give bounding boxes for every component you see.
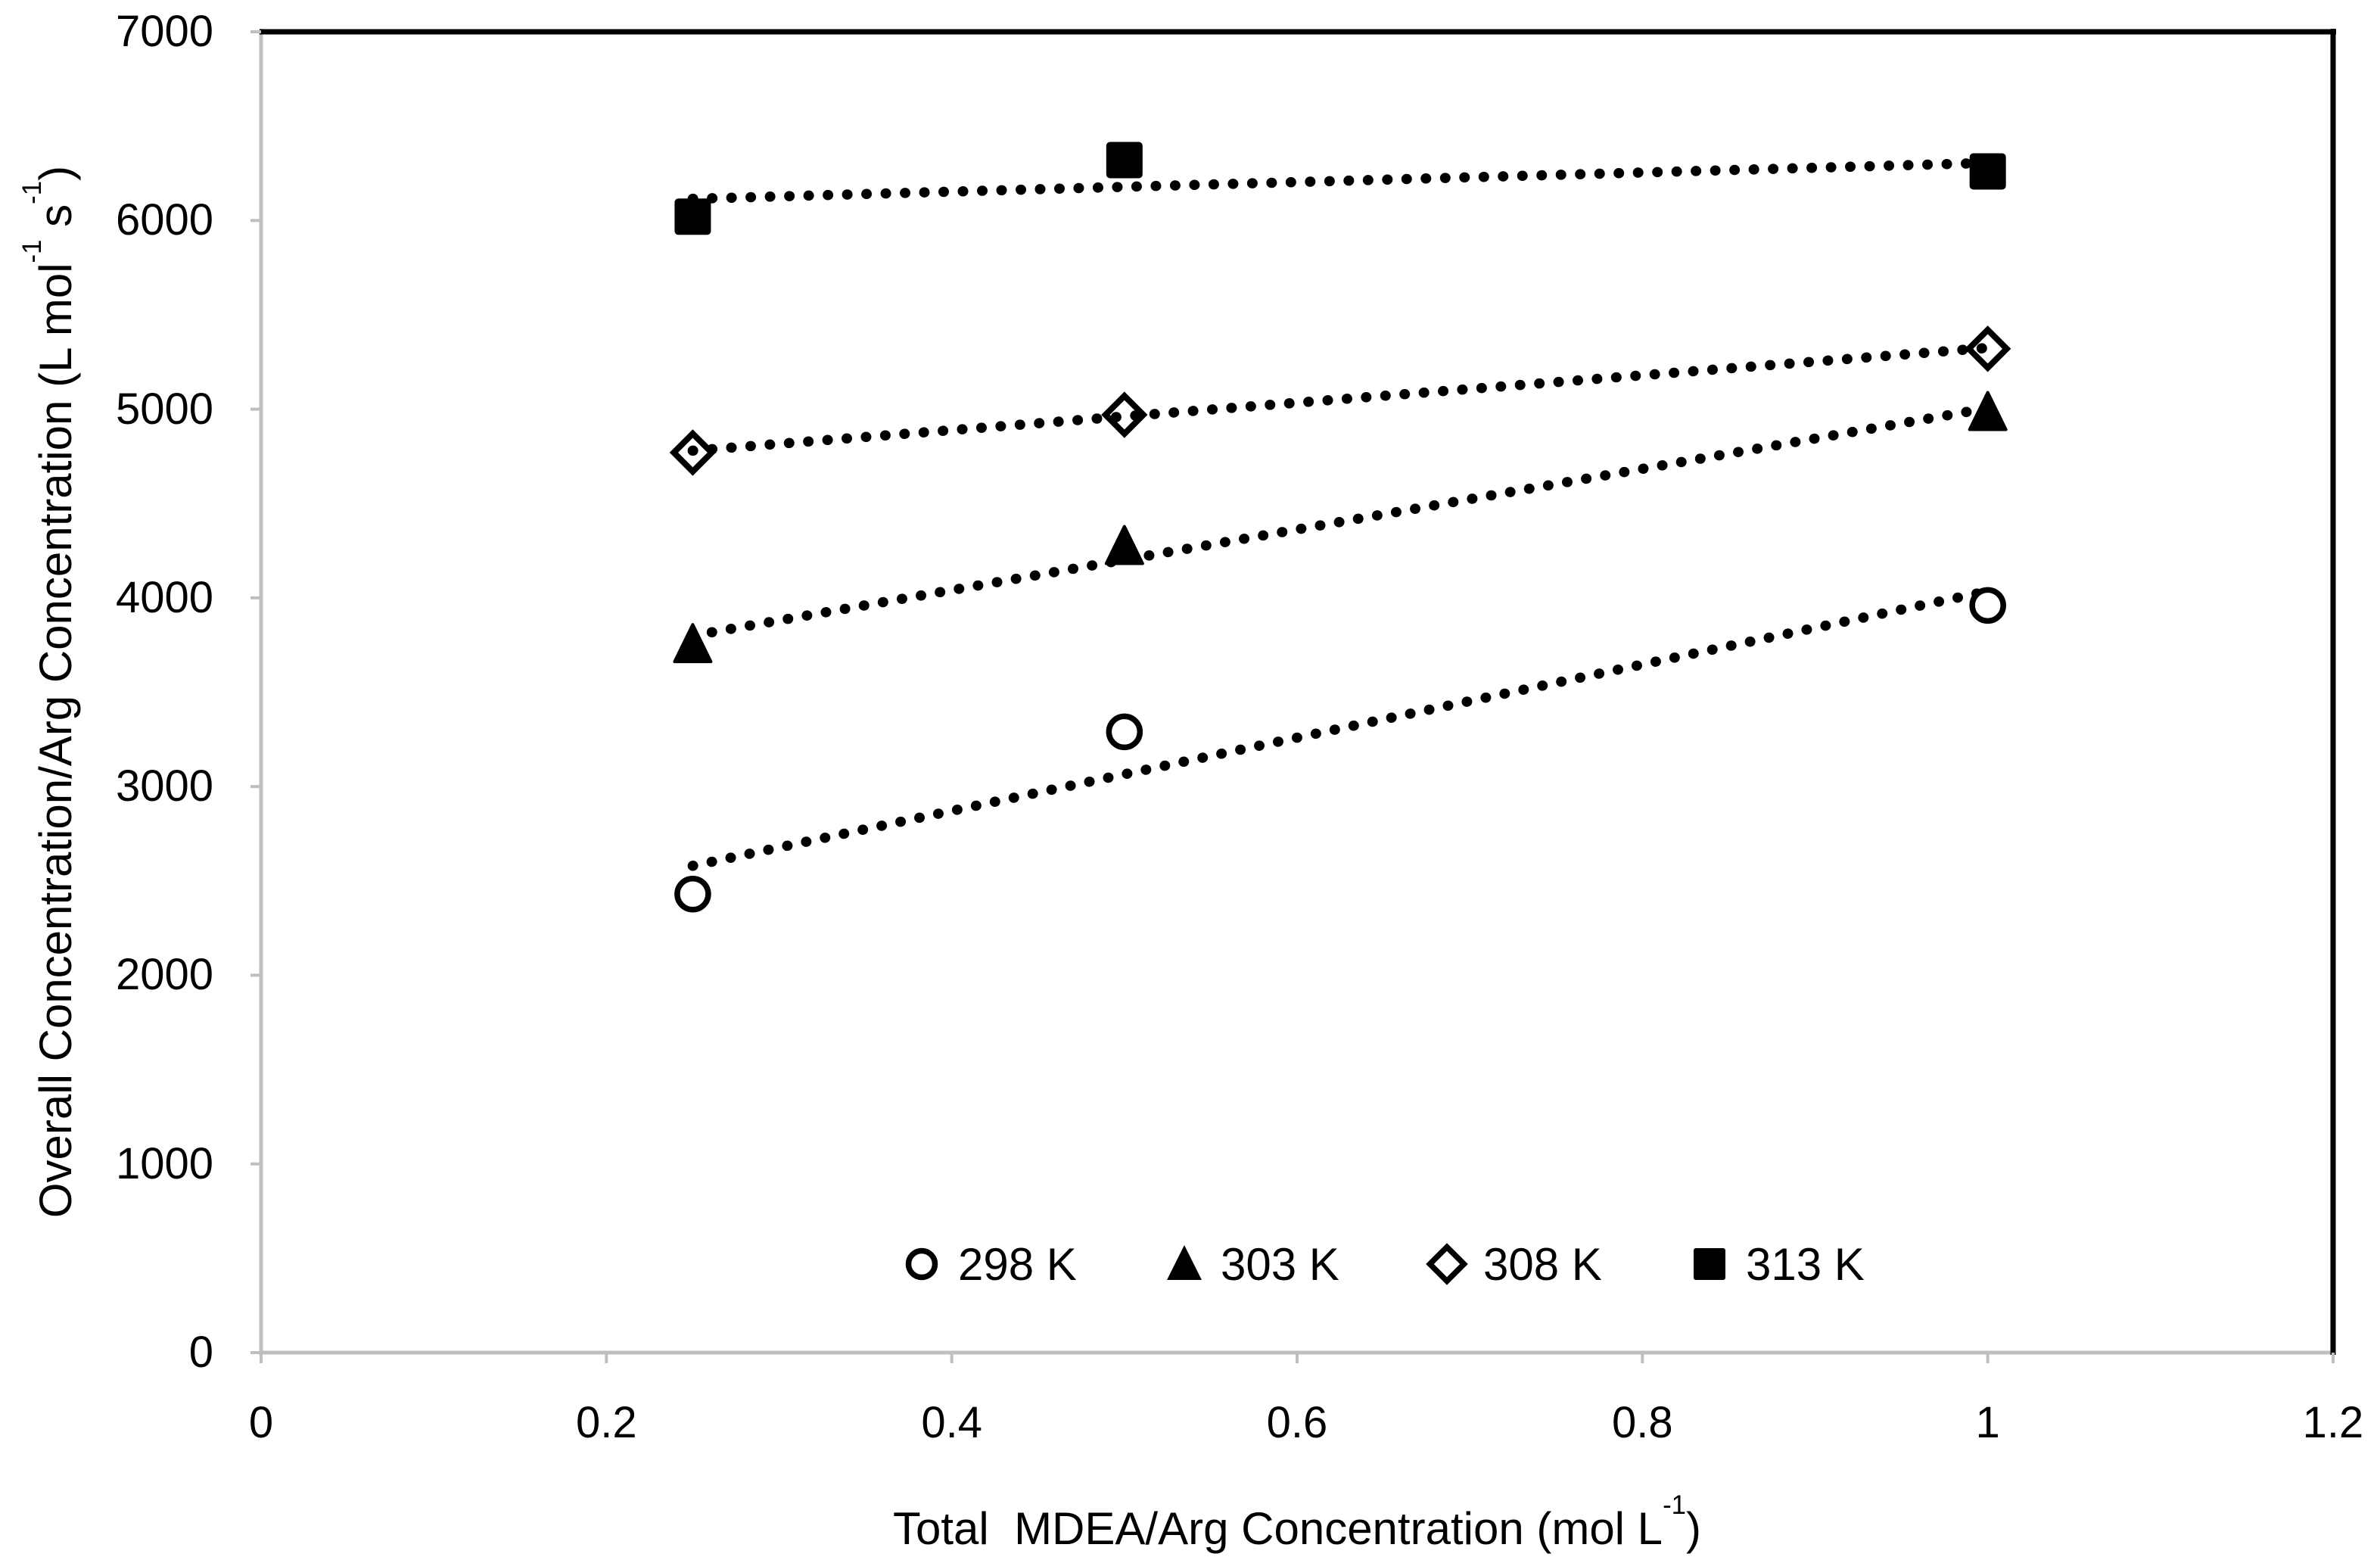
legend-square-filled-icon xyxy=(1694,1248,1725,1280)
trendline-298-k xyxy=(687,586,1993,871)
legend-circle-open-icon xyxy=(905,1247,938,1281)
legend-triangle-filled-icon xyxy=(1167,1245,1202,1280)
trendline-308-k xyxy=(687,342,1993,456)
y-tick-label: 2000 xyxy=(115,950,213,1000)
legend-diamond-open-icon xyxy=(1426,1243,1468,1285)
data-point-303-k xyxy=(1104,525,1144,565)
x-tick-label: 1.2 xyxy=(2302,1398,2364,1447)
legend-label: 313 K xyxy=(1746,1238,1865,1290)
x-tick-label: 1 xyxy=(1975,1398,2000,1447)
data-point-313-k xyxy=(1106,142,1143,179)
data-point-303-k xyxy=(673,623,713,664)
y-tick-label: 3000 xyxy=(115,761,213,811)
x-tick-label: 0.2 xyxy=(576,1398,637,1447)
legend-item-303k: 303 K xyxy=(1163,1234,1339,1294)
y-tick-label: 7000 xyxy=(115,7,213,56)
x-tick-label: 0 xyxy=(248,1398,274,1447)
x-axis-title-superscript: -1 xyxy=(1663,1490,1687,1520)
x-tick-label: 0.8 xyxy=(1612,1398,1673,1447)
y-tick-label: 4000 xyxy=(115,572,213,622)
x-tick-label: 0.6 xyxy=(1266,1398,1328,1447)
legend-item-308k: 308 K xyxy=(1426,1234,1602,1294)
data-point-313-k xyxy=(1969,153,2006,190)
data-point-308-k xyxy=(1101,391,1148,438)
data-point-308-k xyxy=(669,429,717,476)
legend-label: 308 K xyxy=(1483,1238,1602,1290)
data-point-308-k xyxy=(1965,325,2011,372)
data-point-303-k xyxy=(1968,391,2008,431)
data-point-313-k xyxy=(674,198,711,235)
x-tick-label: 0.4 xyxy=(921,1398,982,1447)
x-axis-title: Total MDEA/Arg Concentration (mol L-1) xyxy=(892,1490,1701,1554)
trendline-313-k xyxy=(687,157,1993,204)
y-tick-label: 1000 xyxy=(115,1138,213,1188)
data-point-298-k xyxy=(1106,713,1143,751)
y-tick-label: 5000 xyxy=(115,384,213,434)
y-tick-label: 6000 xyxy=(115,195,213,245)
data-point-298-k xyxy=(674,875,711,913)
trendline-303-k xyxy=(687,403,1993,641)
legend-label: 303 K xyxy=(1221,1238,1339,1290)
y-tick-label: 0 xyxy=(188,1328,213,1377)
legend-label: 298 K xyxy=(958,1238,1077,1290)
data-point-298-k xyxy=(1969,587,2006,624)
legend-item-298k: 298 K xyxy=(901,1234,1077,1294)
legend-item-313k: 313 K xyxy=(1688,1234,1865,1294)
